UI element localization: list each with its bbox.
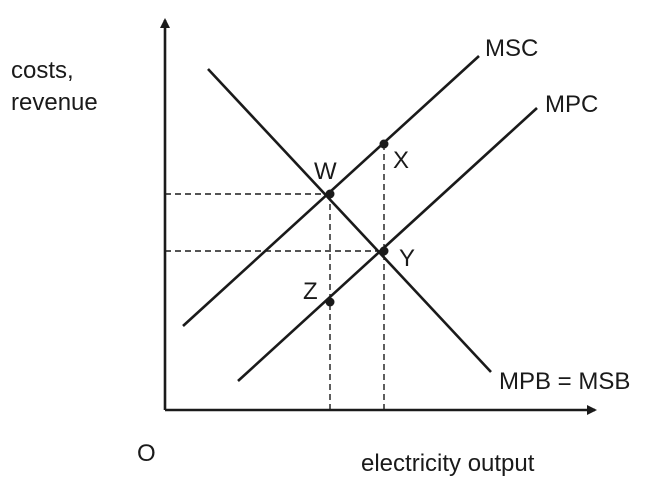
point-z: [325, 297, 335, 307]
mpc-label: MPC: [545, 91, 598, 118]
point-w-label: W: [314, 158, 337, 185]
point-y-label: Y: [399, 245, 415, 272]
msc-label: MSC: [485, 35, 538, 62]
point-w: [325, 189, 335, 199]
x-axis-label: electricity output: [361, 450, 535, 477]
point-x: [379, 139, 389, 149]
mpc-curve: [237, 107, 538, 382]
mpb-msb-curve: [207, 68, 492, 373]
point-z-label: Z: [303, 278, 318, 305]
y-axis-label-line2: revenue: [11, 89, 98, 116]
point-x-label: X: [393, 147, 409, 174]
origin-label: O: [137, 440, 156, 467]
y-axis-label-line1: costs,: [11, 57, 74, 84]
point-y: [379, 246, 389, 256]
mpb-msb-label: MPB = MSB: [499, 368, 630, 395]
